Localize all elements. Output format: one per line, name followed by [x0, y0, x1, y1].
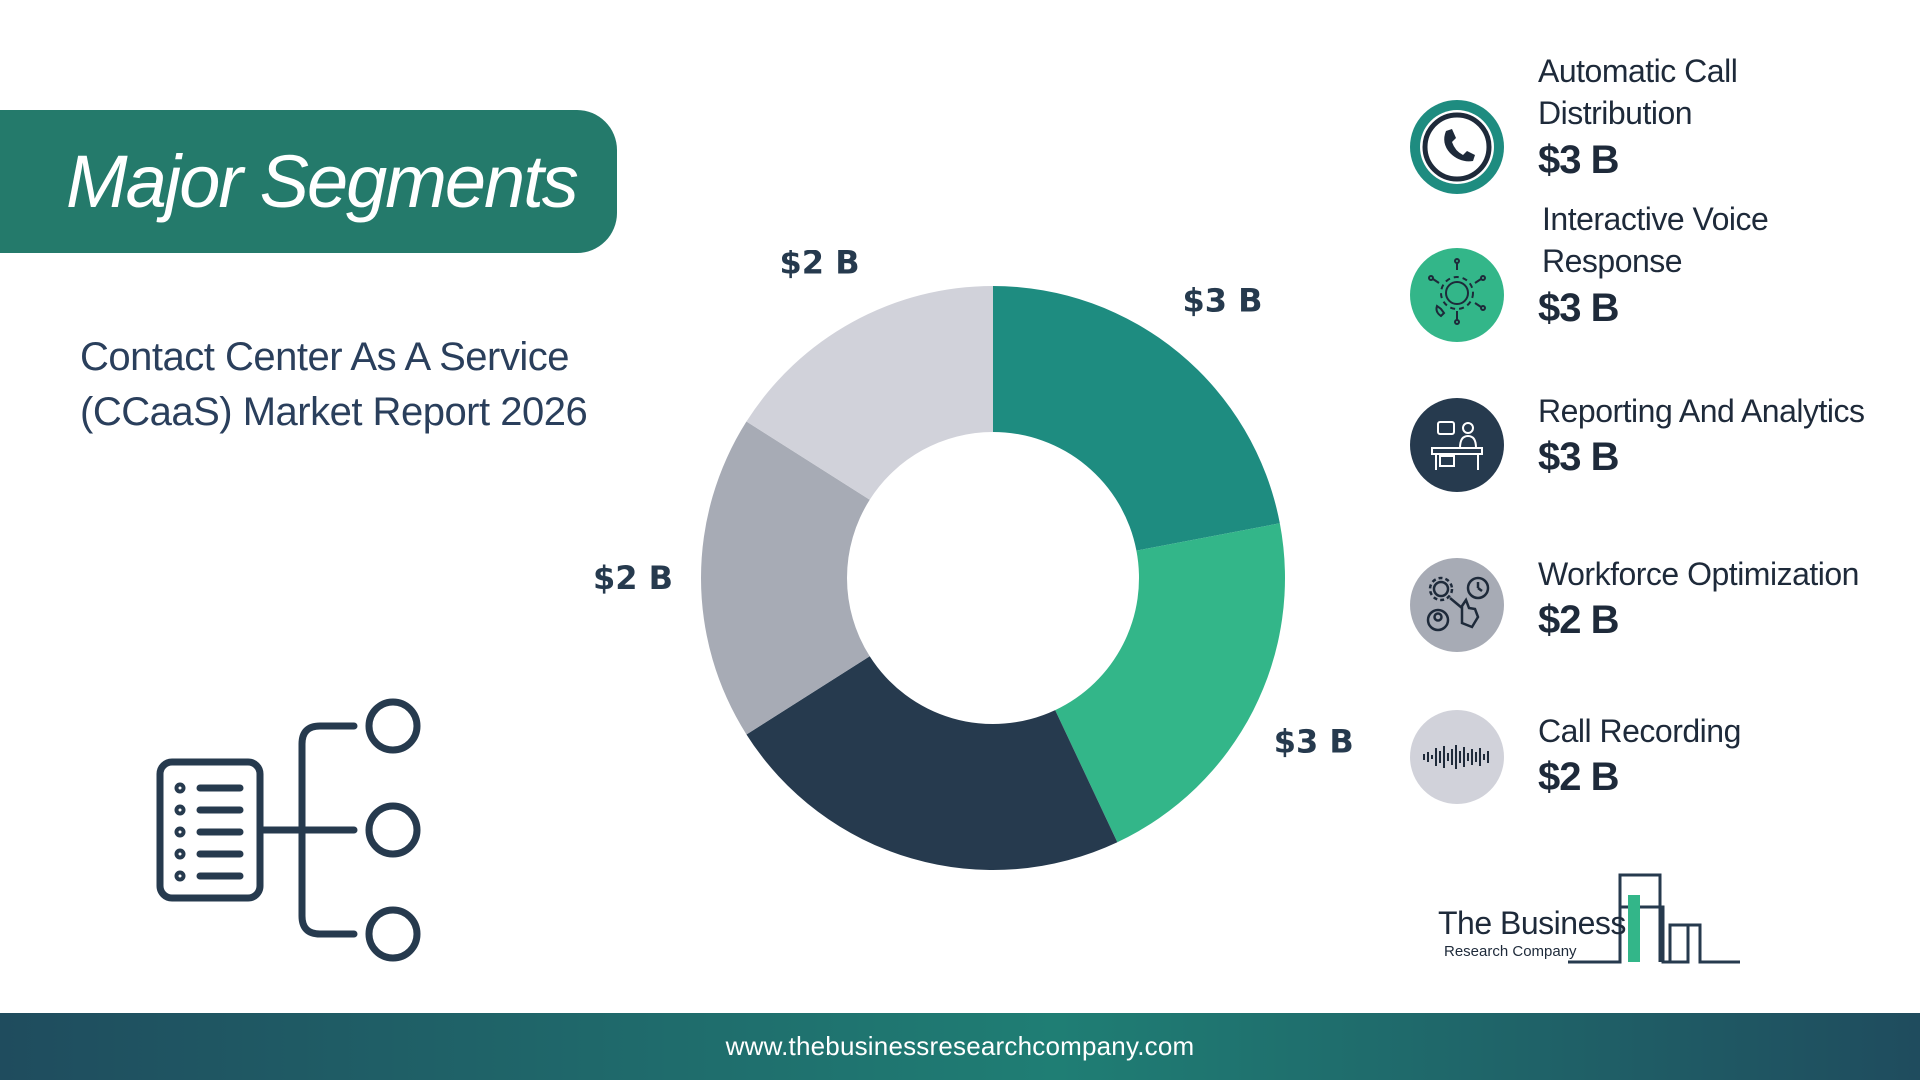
major-segments-banner: Major Segments [0, 110, 617, 253]
data-label-4: $2 B [593, 559, 673, 597]
data-label-5: $2 B [780, 250, 860, 282]
legend-label: Interactive Voice Response [1542, 201, 1769, 279]
logo-line1: The Business [1438, 905, 1626, 941]
data-label-1: $3 B [1182, 282, 1262, 320]
legend-value: $2 B [1538, 598, 1619, 642]
legend-value: $3 B [1538, 138, 1619, 182]
donut-slice-5 [746, 286, 993, 500]
legend-label: Automatic Call Distribution [1538, 53, 1738, 131]
report-title: Contact Center As A Service (CCaaS) Mark… [80, 330, 640, 440]
legend-label: Reporting And Analytics [1538, 393, 1865, 429]
footer: www.thebusinessresearchcompany.com [0, 1013, 1920, 1080]
legend-label: Workforce Optimization [1538, 556, 1859, 592]
report-title-line2: (CCaaS) Market Report 2026 [80, 390, 588, 434]
soundwave-icon [1410, 710, 1504, 804]
logo-line2: Research Company [1444, 943, 1577, 960]
legend-value: $2 B [1538, 755, 1619, 799]
donut-slice-4 [701, 421, 870, 735]
desk-analytics-icon [1410, 398, 1504, 492]
workforce-icon [1410, 558, 1504, 652]
footer-website-link[interactable]: www.thebusinessresearchcompany.com [725, 1031, 1195, 1061]
donut-slice-2 [1055, 523, 1285, 843]
phone-icon [1410, 100, 1504, 194]
banner-title: Major Segments [66, 140, 579, 223]
legend-value: $3 B [1538, 286, 1619, 330]
donut-chart: $3 B$3 B$3 B$2 B$2 B [593, 250, 1354, 870]
ivr-gear-icon [1410, 248, 1504, 342]
legend-value: $3 B [1538, 435, 1619, 479]
donut-slice-1 [993, 286, 1280, 551]
logo-buildings-icon [1568, 873, 1740, 964]
report-title-line1: Contact Center As A Service [80, 335, 569, 379]
company-logo: The Business Research Company [1430, 865, 1750, 975]
donut-slice-3 [746, 656, 1118, 870]
data-label-2: $3 B [1274, 722, 1354, 760]
segments-list-icon [156, 698, 421, 962]
legend-label: Call Recording [1538, 713, 1741, 749]
legend: Automatic Call Distribution $3 B Interac… [1410, 0, 1920, 820]
